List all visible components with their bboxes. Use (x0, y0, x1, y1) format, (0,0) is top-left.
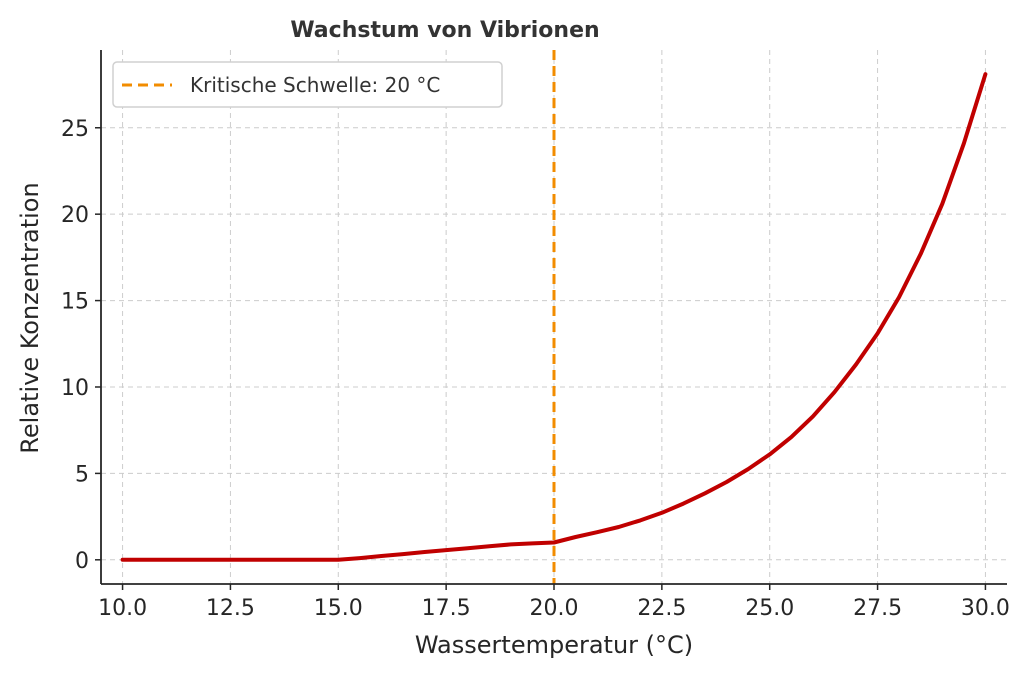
y-tick-label: 0 (75, 549, 89, 574)
x-tick-label: 22.5 (637, 596, 686, 621)
legend: Kritische Schwelle: 20 °C (112, 61, 503, 108)
chart-title: Wachstum von Vibrionen (290, 18, 599, 43)
series-layer (120, 72, 988, 562)
y-tick-label: 20 (61, 203, 89, 228)
x-tick-label: 17.5 (422, 596, 471, 621)
y-tick-label: 15 (61, 290, 89, 315)
y-tick-label: 10 (61, 376, 89, 401)
ticks: 10.0 12.5 15.0 17.5 20.0 22.5 25.0 27.5 30.0 0 5 10… (61, 117, 1010, 621)
x-tick-label: 15.0 (314, 596, 363, 621)
series-line (120, 72, 988, 562)
legend-threshold-label: Kritische Schwelle: 20 °C (190, 73, 440, 97)
y-tick-label: 25 (61, 117, 89, 142)
y-axis-label: Relative Konzentration (16, 182, 44, 453)
x-axis-label: Wassertemperatur (°C) (415, 631, 693, 659)
x-tick-label: 25.0 (745, 596, 794, 621)
legend-box (112, 61, 503, 108)
x-tick-label: 20.0 (530, 596, 579, 621)
y-tick-label: 5 (75, 462, 89, 487)
x-tick-label: 27.5 (853, 596, 902, 621)
x-tick-label: 10.0 (98, 596, 147, 621)
x-tick-label: 30.0 (961, 596, 1010, 621)
x-tick-label: 12.5 (206, 596, 255, 621)
